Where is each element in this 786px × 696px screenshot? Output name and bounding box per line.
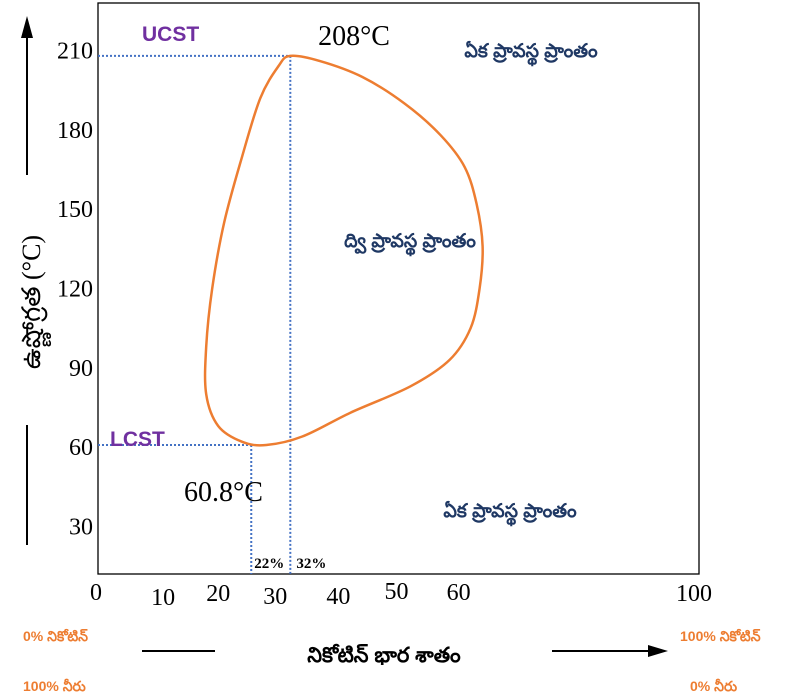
- upper-single-phase-label: ఏక ప్రావస్థ ప్రాంతం: [464, 40, 598, 67]
- lower-single-phase-label: ఏక ప్రావస్థ ప్రాంతం: [443, 500, 577, 527]
- x-tick-label: 20: [206, 581, 230, 607]
- y-axis-title: ఉష్ణోగ్రత (°C): [17, 235, 52, 369]
- x-tick-label: 10: [151, 585, 175, 611]
- x-tick-label: 50: [385, 579, 409, 605]
- miscibility-curve: [203, 54, 484, 447]
- x-axis-arrow-head: [648, 645, 668, 657]
- ticks-layer: 0 10 20 30 40 50 60 100 30 60 90 120 150 180 210: [57, 39, 712, 611]
- y-tick-label: 120: [57, 277, 93, 303]
- y-tick-label: 210: [57, 39, 93, 65]
- right-end-water-label: 0% నీరు: [690, 678, 737, 694]
- x-tick-label: 30: [263, 584, 287, 610]
- curve-layer: [203, 54, 484, 447]
- guides-layer: [98, 54, 292, 574]
- y-tick-label: 150: [57, 197, 93, 223]
- x-tick-label: 100: [676, 581, 712, 607]
- ucst-composition-label: 32%: [296, 556, 326, 572]
- y-axis-arrow-head: [21, 16, 33, 38]
- two-phase-label: ద్వి ప్రావస్థ ప్రాంతం: [344, 231, 476, 257]
- ucst-temperature-label: 208°C: [318, 21, 390, 52]
- y-tick-label: 60: [69, 435, 93, 461]
- x-axis-title: నికోటిన్ భార శాతం: [307, 643, 461, 667]
- right-end-nicotine-label: 100% నికోటిన్: [680, 628, 761, 644]
- plot-area-frame: [97, 2, 700, 575]
- lcst-composition-label: 22%: [254, 556, 284, 572]
- lcst-label: LCST: [110, 428, 165, 451]
- ucst-label: UCST: [142, 23, 199, 46]
- x-tick-label: 60: [447, 580, 471, 606]
- labels-layer: UCST 208°C 32% LCST 60.8°C 22%: [110, 21, 390, 572]
- x-tick-label: 40: [326, 584, 350, 610]
- y-tick-label: 90: [69, 356, 93, 382]
- left-end-nicotine-label: 0% నికోటిన్: [23, 628, 88, 644]
- lcst-temperature-label: 60.8°C: [184, 477, 263, 508]
- left-end-water-label: 100% నీరు: [23, 678, 86, 694]
- y-tick-label: 180: [57, 118, 93, 144]
- x-tick-label: 0: [90, 580, 102, 606]
- y-tick-label: 30: [69, 514, 93, 540]
